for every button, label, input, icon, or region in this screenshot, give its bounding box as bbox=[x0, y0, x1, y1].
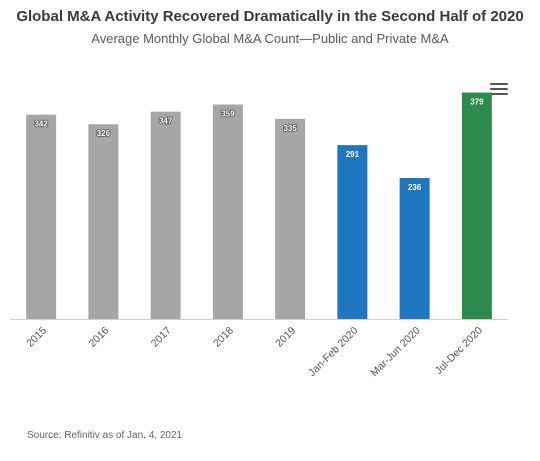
bar-mar-jun-2020[interactable] bbox=[399, 177, 430, 319]
x-tick-label: 2018 bbox=[211, 325, 236, 350]
x-tick-label: 2016 bbox=[86, 325, 111, 350]
source-note: Source: Refinitiv as of Jan. 4, 2021 bbox=[27, 430, 183, 441]
data-label: 379 bbox=[470, 98, 484, 107]
bar-2017[interactable] bbox=[150, 111, 181, 319]
data-label: 359 bbox=[221, 110, 235, 119]
data-label: 342 bbox=[34, 120, 48, 129]
hamburger-menu-icon[interactable] bbox=[490, 83, 508, 97]
bar-2016[interactable] bbox=[88, 124, 119, 320]
bar-2019[interactable] bbox=[275, 118, 306, 319]
data-label: 347 bbox=[159, 117, 173, 126]
x-tick-label: 2019 bbox=[273, 325, 298, 350]
x-tick-label: Jul-Dec 2020 bbox=[433, 325, 485, 377]
bar-jan-feb-2020[interactable] bbox=[337, 145, 368, 319]
data-label: 335 bbox=[283, 124, 297, 133]
x-tick-label: 2017 bbox=[149, 325, 174, 350]
x-tick-label: Mar-Jun 2020 bbox=[368, 325, 422, 379]
x-tick-label: 2015 bbox=[24, 325, 49, 350]
bar-2015[interactable] bbox=[26, 114, 57, 319]
data-label: 291 bbox=[346, 150, 360, 159]
data-label: 326 bbox=[97, 129, 111, 138]
bar-jul-dec-2020[interactable] bbox=[461, 92, 492, 319]
chart-subtitle: Average Monthly Global M&A Count—Public … bbox=[91, 31, 449, 46]
data-label: 236 bbox=[408, 183, 422, 192]
x-tick-label: Jan-Feb 2020 bbox=[306, 325, 360, 379]
bar-2018[interactable] bbox=[212, 104, 243, 320]
chart-title: Global M&A Activity Recovered Dramatical… bbox=[16, 8, 524, 25]
